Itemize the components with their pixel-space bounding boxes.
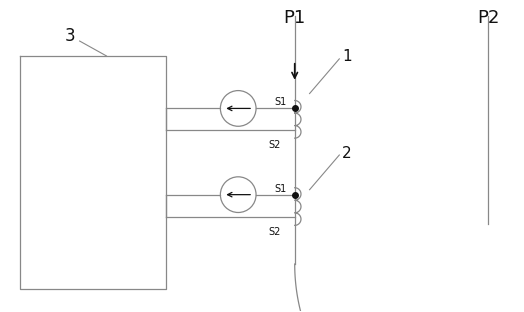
Text: 3: 3 [64,27,75,45]
Text: P1: P1 [283,9,306,27]
Text: S1: S1 [275,184,287,194]
Text: S2: S2 [269,227,281,237]
Text: S2: S2 [269,140,281,150]
Text: P2: P2 [477,9,499,27]
Text: 2: 2 [342,145,352,161]
Text: S1: S1 [275,97,287,107]
Text: 1: 1 [342,49,352,64]
